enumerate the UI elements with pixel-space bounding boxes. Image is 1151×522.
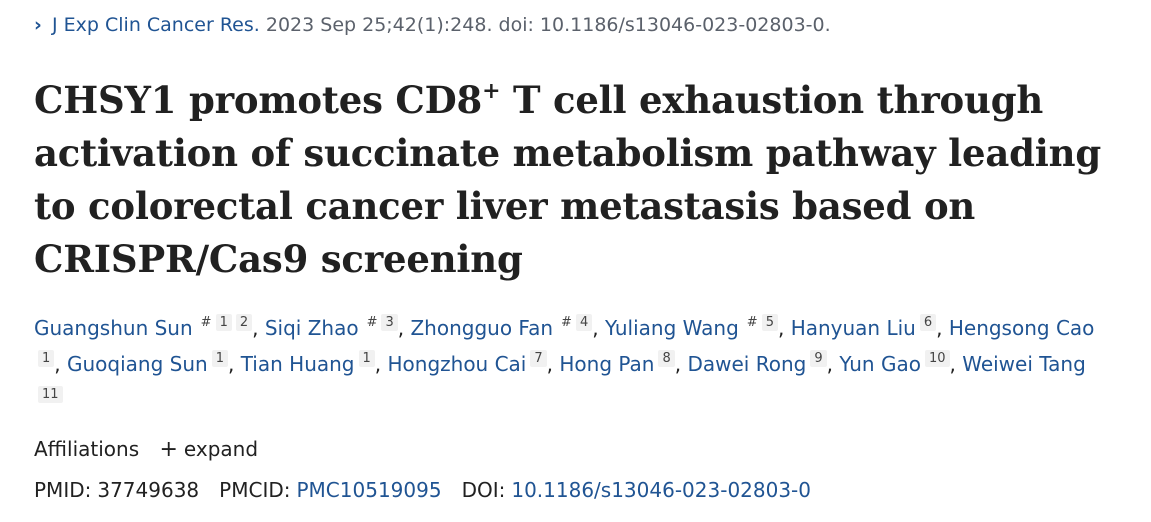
author-list: Guangshun Sun #1 2, Siqi Zhao #3, Zhongguo … xyxy=(34,310,1114,418)
article-title: CHSY1 promotes CD8+ T cell exhaustion th… xyxy=(34,74,1124,286)
affiliation-ref[interactable]: 1 xyxy=(358,350,375,367)
title-superscript: + xyxy=(482,77,501,104)
author-entry: Weiwei Tang11 xyxy=(34,352,1086,412)
citation-details: 2023 Sep 25;42(1):248. doi: 10.1186/s130… xyxy=(265,14,831,36)
doi-link[interactable]: 10.1186/s13046-023-02803-0 xyxy=(511,478,812,502)
author-entry: Hanyuan Liu 6, xyxy=(790,314,949,340)
author-separator: , xyxy=(949,352,963,376)
author-link[interactable]: Guangshun Sun xyxy=(34,316,193,340)
affiliation-ref[interactable]: 8 xyxy=(658,350,675,367)
article-header: › J Exp Clin Cancer Res. 2023 Sep 25;42(1… xyxy=(34,12,1134,503)
author-entry: Tian Huang 1, xyxy=(240,350,388,376)
author-link[interactable]: Yuliang Wang xyxy=(604,316,739,340)
author-link[interactable]: Hengsong Cao xyxy=(948,316,1095,340)
author-separator: , xyxy=(252,316,265,340)
author-entry: Hongzhou Cai 7, xyxy=(387,350,560,376)
author-separator: , xyxy=(674,352,688,376)
author-entry: Guoqiang Sun 1, xyxy=(67,350,241,376)
author-entry: Siqi Zhao #3, xyxy=(264,314,411,340)
author-link[interactable]: Siqi Zhao xyxy=(264,316,359,340)
author-separator: , xyxy=(374,352,388,376)
pmcid-link[interactable]: PMC10519095 xyxy=(296,478,442,502)
author-link[interactable]: Hong Pan xyxy=(559,352,655,376)
author-separator: , xyxy=(227,352,241,376)
affiliation-ref[interactable]: 4 xyxy=(575,314,593,331)
plus-icon: + xyxy=(159,437,178,462)
author-separator: , xyxy=(592,316,605,340)
pmid-label: PMID: xyxy=(34,478,92,502)
title-part-2: T cell exhaustion through activation of … xyxy=(34,78,1102,281)
identifiers-row: PMID: 37749638 PMCID: PMC10519095 DOI: 10.118… xyxy=(34,477,1134,503)
affiliation-ref[interactable]: 10 xyxy=(924,350,950,367)
author-separator: , xyxy=(777,316,791,340)
expand-affiliations-button[interactable]: + expand xyxy=(159,437,259,462)
pmcid-label: PMCID: xyxy=(219,478,291,502)
author-link[interactable]: Yun Gao xyxy=(839,352,921,376)
affiliation-ref[interactable]: 1 xyxy=(215,314,232,331)
author-link[interactable]: Hanyuan Liu xyxy=(790,316,916,340)
author-entry: Guangshun Sun #1 2, xyxy=(34,314,265,340)
equal-contribution-mark[interactable]: # xyxy=(200,315,212,330)
affiliation-ref[interactable]: 2 xyxy=(235,314,253,331)
author-link[interactable]: Tian Huang xyxy=(240,352,355,376)
author-separator: , xyxy=(936,316,949,340)
affiliation-ref[interactable]: 5 xyxy=(761,314,778,331)
doi-label: DOI: xyxy=(461,478,506,502)
affiliation-ref[interactable]: 11 xyxy=(38,386,63,403)
author-separator: , xyxy=(397,316,411,340)
chevron-right-icon[interactable]: › xyxy=(34,14,42,36)
affiliation-ref[interactable]: 6 xyxy=(919,314,937,331)
author-link[interactable]: Dawei Rong xyxy=(687,352,807,376)
equal-contribution-mark[interactable]: # xyxy=(561,315,572,330)
affiliation-ref[interactable]: 3 xyxy=(381,314,398,331)
author-link[interactable]: Zhongguo Fan xyxy=(410,316,554,340)
equal-contribution-mark[interactable]: # xyxy=(366,315,378,330)
author-link[interactable]: Hongzhou Cai xyxy=(387,352,527,376)
expand-label: expand xyxy=(183,437,259,461)
author-entry: Yun Gao 10, xyxy=(839,350,963,376)
journal-link[interactable]: J Exp Clin Cancer Res. xyxy=(52,14,260,36)
author-separator: , xyxy=(54,352,67,376)
affiliation-ref[interactable]: 7 xyxy=(530,350,547,367)
author-entry: Yuliang Wang #5, xyxy=(604,314,791,340)
author-entry: Dawei Rong 9, xyxy=(687,350,840,376)
author-separator: , xyxy=(826,352,840,376)
citation-line: › J Exp Clin Cancer Res. 2023 Sep 25;42(1… xyxy=(34,12,1134,38)
author-entry: Hengsong Cao 1, xyxy=(34,316,1094,376)
affiliation-ref[interactable]: 9 xyxy=(810,350,827,367)
equal-contribution-mark[interactable]: # xyxy=(746,315,758,330)
author-link[interactable]: Weiwei Tang xyxy=(962,352,1086,376)
title-part-1: CHSY1 promotes CD8 xyxy=(34,78,483,122)
author-entry: Hong Pan 8, xyxy=(559,350,688,376)
affiliation-ref[interactable]: 1 xyxy=(38,350,55,367)
author-entry: Zhongguo Fan #4, xyxy=(410,314,605,340)
author-separator: , xyxy=(546,352,560,376)
pmid-value: 37749638 xyxy=(97,478,200,502)
affiliations-row: Affiliations + expand xyxy=(34,436,1134,463)
affiliation-ref[interactable]: 1 xyxy=(211,350,228,367)
author-link[interactable]: Guoqiang Sun xyxy=(67,352,208,376)
affiliations-label: Affiliations xyxy=(34,437,140,461)
